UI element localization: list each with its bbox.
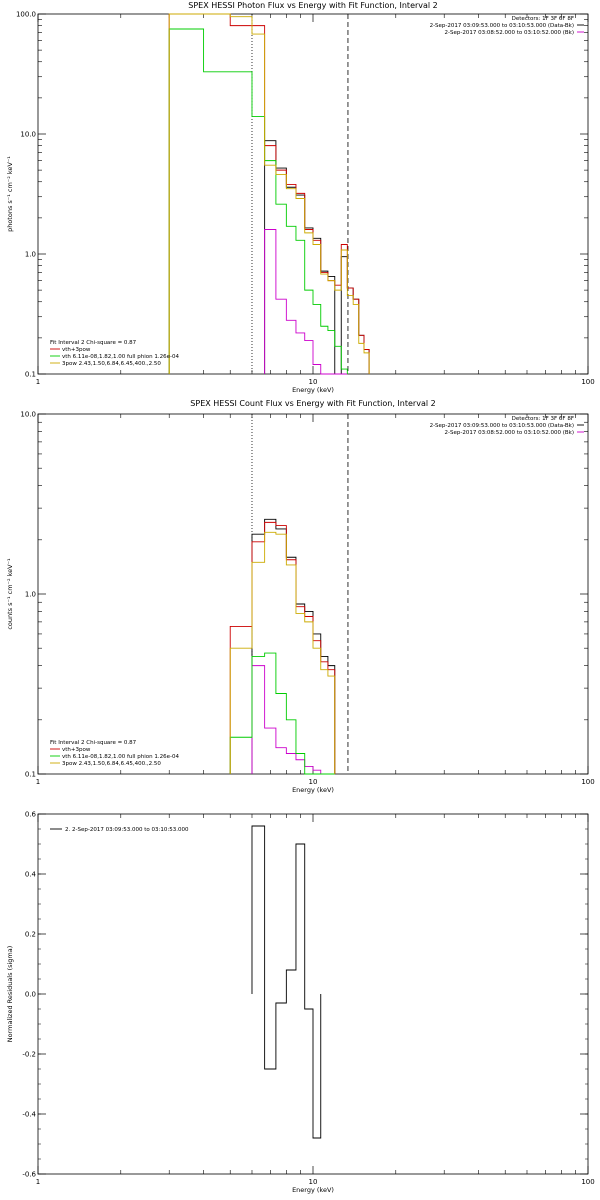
legend-entry: 3pow 2.43,1.50,6.84,6.45,400.,2.50 [62,761,161,767]
x-tick-label: 10 [309,778,318,786]
series-vth [168,28,348,374]
y-tick-label: 1.0 [25,251,36,259]
y-tick-label: 10.0 [20,411,36,419]
legend-entry: 3pow 2.43,1.50,6.84,6.45,400.,2.50 [62,361,161,367]
series-bk [251,665,335,775]
y-tick-label: 0.1 [25,371,36,379]
plot-frame [37,13,589,375]
series-bk [264,229,348,375]
x-tick-label: 1 [36,378,40,386]
y-tick-label: 1.0 [25,591,36,599]
y-axis-label: counts s⁻¹ cm⁻² keV⁻¹ [6,558,14,630]
series-data-bk [264,140,370,374]
legend-right-line: Detectors: 1F 3F 6F 8F [512,416,574,422]
x-axis-label: Energy (keV) [292,386,334,394]
chart-panel-3: 1 10 100 -0.6 -0.4 -0.2 0.0 0.2 0.4 0.6 Energy (ke… [6,811,595,1195]
y-tick-label: -0.2 [22,1051,36,1059]
y-tick-label: -0.4 [22,1111,36,1119]
fit-info-header: Fit Interval 2 Chi-square = 0.87 [50,740,137,746]
chart-panel-1: SPEX HESSI Photon Flux vs Energy with Fi… [6,1,595,394]
x-tick-label: 10 [309,378,318,386]
y-tick-label: 0.1 [25,771,36,779]
legend-entry: 2. 2-Sep-2017 03:09:53.000 to 03:10:53.0… [65,827,189,833]
y-tick-label: 100.0 [16,11,36,19]
y-tick-label: 0.0 [25,991,36,999]
series-data-bk [251,518,336,774]
legend-right-line: 2-Sep-2017 03:09:53.000 to 03:10:53.000 … [430,23,574,29]
x-tick-label: 100 [581,778,594,786]
x-tick-label: 100 [581,378,594,386]
y-tick-label: 0.6 [25,811,37,819]
series-vth [229,652,335,775]
legend-entry: vth 6.11e-08,1.82,1.00 full phion 1.26e-… [62,354,179,360]
series-residual [251,825,322,1139]
y-axis-label: Normalized Residuals (sigma) [6,946,14,1043]
series-vth-3pow [168,13,370,374]
y-tick-label: 0.4 [25,871,37,879]
x-tick-label: 1 [36,778,40,786]
y-tick-label: 0.2 [25,931,36,939]
legend-right-line: 2-Sep-2017 03:09:53.000 to 03:10:53.000 … [430,423,574,429]
x-tick-label: 10 [309,1178,318,1186]
x-tick-label: 100 [581,1178,594,1186]
fit-info-header: Fit Interval 2 Chi-square = 0.87 [50,340,137,346]
plot-frame [37,413,589,775]
legend-entry: vth+3pow [62,747,91,753]
x-axis-label: Energy (keV) [292,786,334,794]
y-tick-label: -0.6 [22,1171,36,1179]
x-axis-label: Energy (keV) [292,1186,334,1194]
series-3pow [229,531,336,774]
chart-title: SPEX HESSI Count Flux vs Energy with Fit… [190,399,435,408]
x-tick-label: 1 [36,1178,40,1186]
series-3pow [168,13,370,374]
y-tick-label: 10.0 [20,131,36,139]
chart-panel-2: SPEX HESSI Count Flux vs Energy with Fit… [6,399,595,794]
legend-entry: vth+3pow [62,347,91,353]
legend-right-line: Detectors: 1F 3F 6F 8F [512,16,574,22]
y-axis-label: photons s⁻¹ cm⁻² keV⁻¹ [6,156,14,232]
legend-right-line: 2-Sep-2017 03:08:52.000 to 03:10:52.000 … [445,30,575,36]
legend-right-line: 2-Sep-2017 03:08:52.000 to 03:10:52.000 … [445,430,575,436]
chart-title: SPEX HESSI Photon Flux vs Energy with Fi… [188,1,438,10]
legend-entry: vth 6.11e-08,1.82,1.00 full phion 1.26e-… [62,754,179,760]
